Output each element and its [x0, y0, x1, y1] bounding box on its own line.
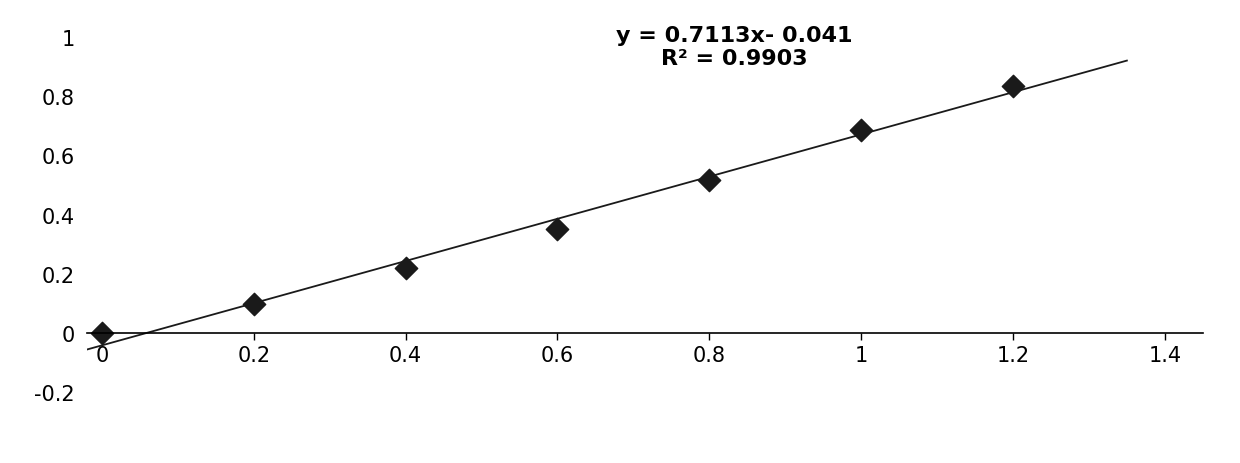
Text: y = 0.7113x- 0.041
R² = 0.9903: y = 0.7113x- 0.041 R² = 0.9903	[616, 25, 852, 69]
Point	[92, 330, 112, 337]
Point	[244, 300, 264, 307]
Point	[1003, 83, 1023, 90]
Point	[851, 127, 870, 134]
Point	[548, 226, 568, 234]
Point	[699, 177, 719, 185]
Point	[396, 265, 415, 272]
